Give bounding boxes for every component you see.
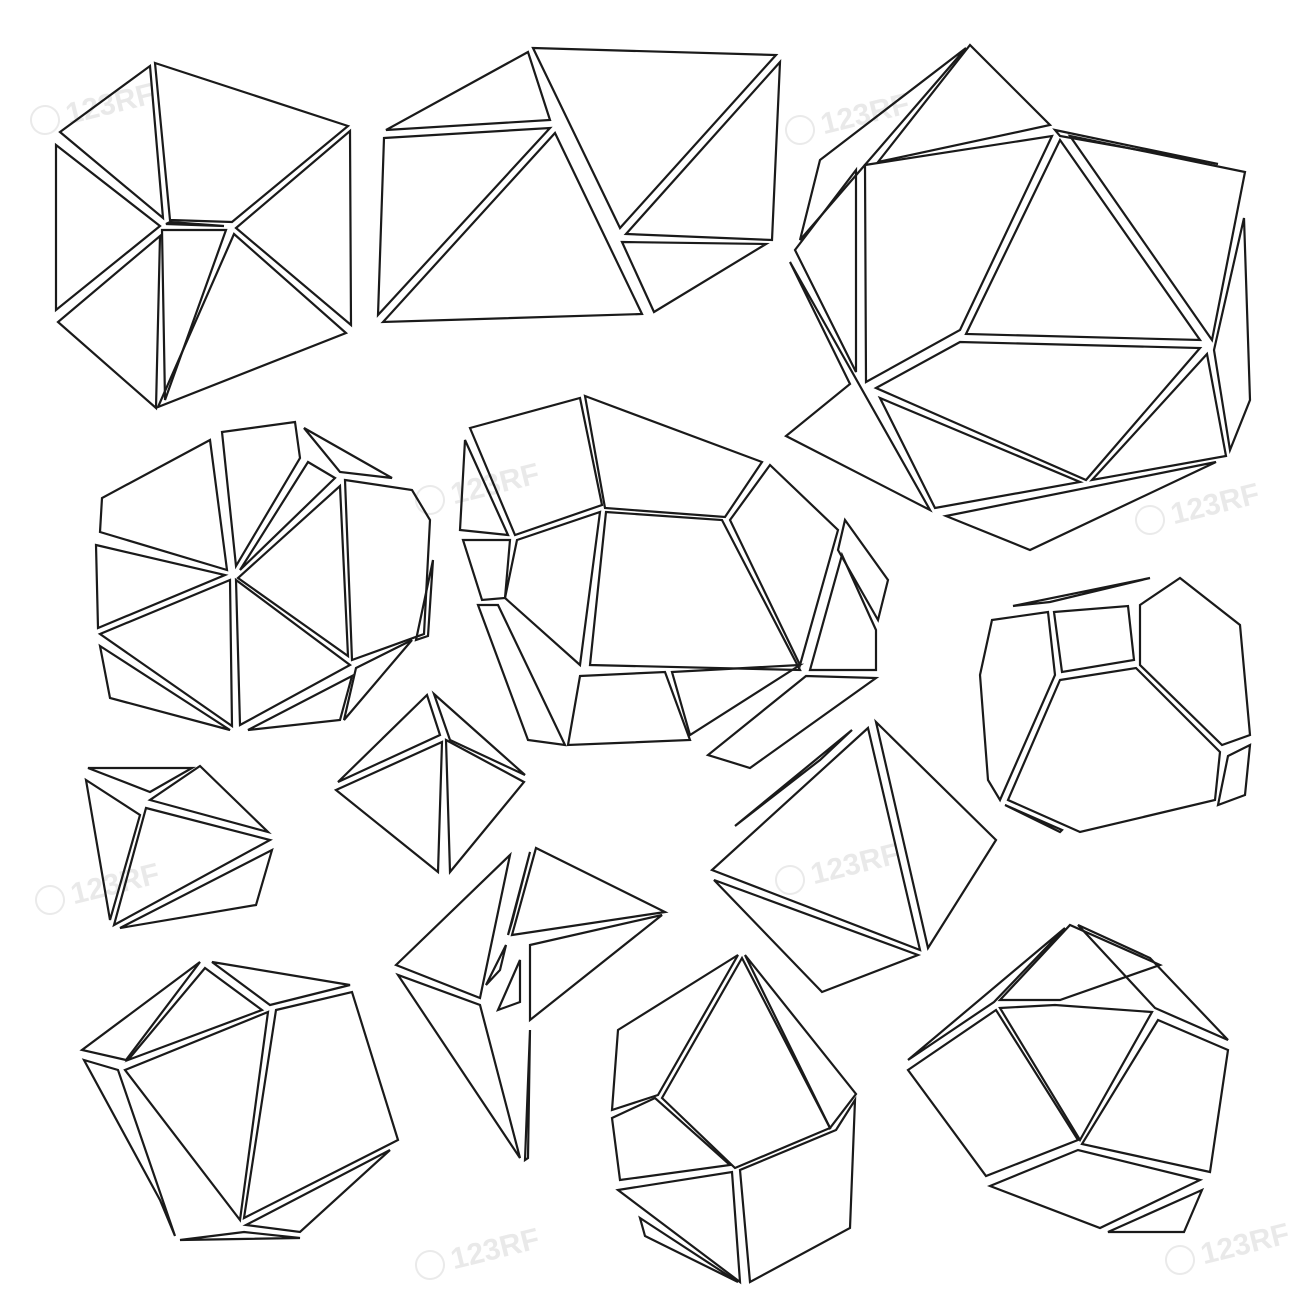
- svg-text:123RF: 123RF: [1167, 477, 1262, 531]
- crystal-faceted-dome: [79, 960, 400, 1242]
- watermark-stamp: 123RF: [1165, 1217, 1293, 1275]
- svg-text:123RF: 123RF: [62, 77, 157, 131]
- crystal-geodesic-sphere: [94, 420, 435, 732]
- crystal-hexagonal-prism: [54, 61, 353, 411]
- watermark-stamp: 123RF: [1135, 477, 1263, 535]
- watermark-stamp: 123RF: [785, 87, 913, 145]
- crystal-large-octahedral: [783, 43, 1252, 552]
- watermark-stamp: 123RF: [415, 1222, 543, 1280]
- crystal-wedge: [376, 46, 782, 324]
- crystal-small-prism: [84, 764, 274, 930]
- crystal-tetrahedral-prism: [709, 718, 998, 994]
- svg-text:123RF: 123RF: [447, 1222, 542, 1276]
- svg-text:123RF: 123RF: [817, 87, 912, 141]
- crystal-shard: [394, 846, 669, 1163]
- crystal-pointed-gem: [610, 954, 858, 1285]
- svg-text:123RF: 123RF: [807, 837, 902, 891]
- svg-text:123RF: 123RF: [1197, 1217, 1292, 1271]
- crystal-rhombic-dodecahedron: [906, 923, 1230, 1234]
- watermark-stamp: 123RF: [35, 857, 163, 915]
- watermark-stamp: 123RF: [775, 837, 903, 895]
- crystal-cut-gem: [458, 394, 890, 770]
- crystal-truncated-octahedron: [978, 576, 1252, 834]
- crystal-small-pyramid: [333, 690, 526, 875]
